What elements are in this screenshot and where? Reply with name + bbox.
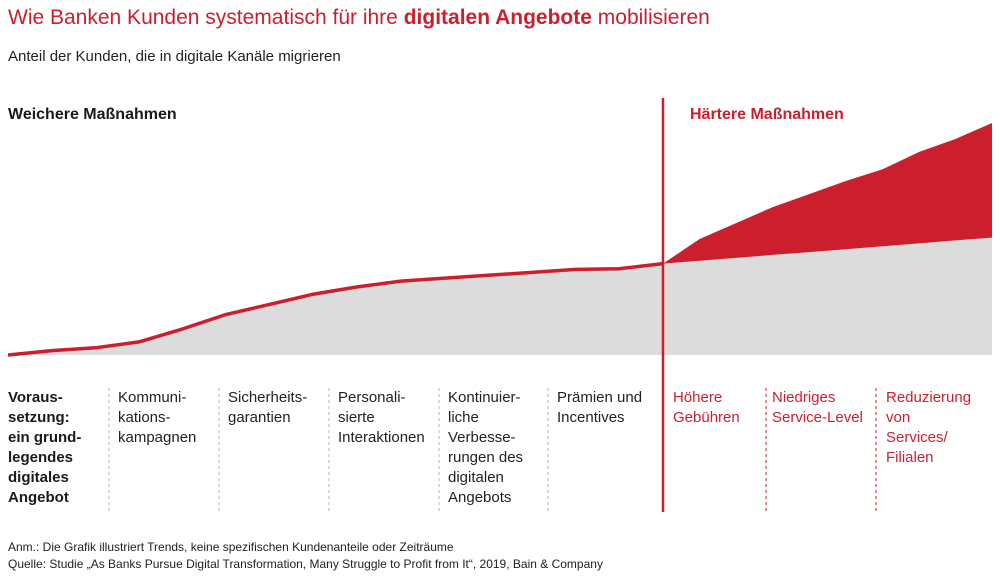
column-label: Voraus- setzung: ein grund- legendes dig… [8,389,82,506]
column-label: Niedriges Service-Level [772,389,863,426]
column-dividers [108,388,877,512]
note-source: Quelle: Studie „As Banks Pursue Digital … [8,557,603,571]
column-label: Personali- sierte Interaktionen [338,389,425,446]
soft-area [8,263,663,355]
title-suffix: mobilisieren [591,6,710,29]
hard-increase-area [663,123,992,264]
phase-label-soft: Weichere Maßnahmen [8,106,177,123]
phase-label-hard: Härtere Maßnahmen [690,106,844,123]
column-label: Kommuni- kations- kampagnen [118,389,197,446]
column-label: Prämien und Incentives [557,389,643,426]
column-label: Kontinuier- liche Verbesse- rungen des d… [448,389,524,506]
hard-baseline-area [663,237,992,355]
chart-subtitle: Anteil der Kunden, die in digitale Kanäl… [8,48,341,65]
title-prefix: Wie Banken Kunden systematisch für ihre [8,6,404,29]
column-label: Höhere Gebühren [673,389,740,426]
title-bold: digitalen Angebote [403,6,592,29]
soft-trend-line [7,261,664,357]
column-label: Sicherheits- garantien [228,389,308,426]
note-anm: Anm.: Die Grafik illustriert Trends, kei… [8,540,454,554]
column-label: Reduzierung von Services/ Filialen [886,389,972,466]
chart-title: Wie Banken Kunden systematisch für ihre … [8,6,710,30]
